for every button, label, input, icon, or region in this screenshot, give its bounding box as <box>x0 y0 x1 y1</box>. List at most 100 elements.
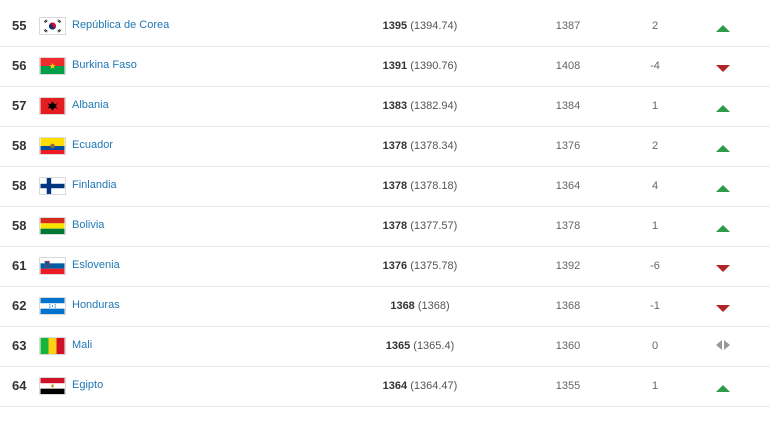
points-cell: 1383 (1382.94) <box>360 87 480 126</box>
previous-points-cell: 1368 <box>555 300 581 312</box>
rank-cell: 56 <box>12 58 27 73</box>
trend-up-icon <box>710 367 736 406</box>
team-link[interactable]: Mali <box>72 339 93 351</box>
movement-cell: -6 <box>650 260 660 272</box>
honduras-flag-icon <box>39 297 66 315</box>
team-link[interactable]: Honduras <box>72 299 120 311</box>
mali-flag-icon <box>39 337 66 355</box>
trend-up-icon <box>710 127 736 166</box>
movement-cell: 1 <box>651 100 659 112</box>
movement-cell: 4 <box>651 180 659 192</box>
points-exact: (1378.18) <box>410 180 458 192</box>
points-exact: (1378.34) <box>410 140 458 152</box>
trend-up-icon <box>710 87 736 126</box>
movement-cell: 1 <box>651 220 659 232</box>
rank-cell: 58 <box>12 138 27 153</box>
movement-cell: 2 <box>651 140 659 152</box>
egypt-flag-icon <box>39 377 66 395</box>
trend-down-icon <box>710 47 736 86</box>
table-row: 56 Burkina Faso 1391 (1390.76) 1408 -4 <box>0 47 770 87</box>
points-cell: 1364 (1364.47) <box>360 367 480 406</box>
points-cell: 1378 (1378.18) <box>360 167 480 206</box>
finland-flag-icon <box>39 177 66 195</box>
points-rounded: 1395 <box>382 20 408 32</box>
bolivia-flag-icon <box>39 217 66 235</box>
points-rounded: 1378 <box>382 220 408 232</box>
points-exact: (1390.76) <box>410 60 458 72</box>
points-rounded: 1391 <box>382 60 408 72</box>
points-rounded: 1383 <box>382 100 408 112</box>
points-rounded: 1365 <box>385 340 411 352</box>
previous-points-cell: 1408 <box>555 60 581 72</box>
points-exact: (1368) <box>417 300 450 312</box>
table-row: 64 Egipto 1364 (1364.47) 1355 1 <box>0 367 770 407</box>
points-exact: (1394.74) <box>410 20 458 32</box>
team-link[interactable]: Burkina Faso <box>72 59 137 71</box>
team-link[interactable]: Bolivia <box>72 219 105 231</box>
team-link[interactable]: Egipto <box>72 379 104 391</box>
trend-up-icon <box>710 167 736 206</box>
points-exact: (1377.57) <box>410 220 458 232</box>
points-exact: (1365.4) <box>413 340 455 352</box>
points-rounded: 1376 <box>382 260 408 272</box>
points-rounded: 1364 <box>382 380 408 392</box>
team-link[interactable]: Ecuador <box>72 139 113 151</box>
table-row: 58 Ecuador 1378 (1378.34) 1376 2 <box>0 127 770 167</box>
rank-cell: 63 <box>12 338 27 353</box>
previous-points-cell: 1360 <box>555 340 581 352</box>
points-cell: 1378 (1377.57) <box>360 207 480 246</box>
points-cell: 1391 (1390.76) <box>360 47 480 86</box>
trend-up-icon <box>710 7 736 46</box>
rank-cell: 58 <box>12 178 27 193</box>
table-row: 58 Bolivia 1378 (1377.57) 1378 1 <box>0 207 770 247</box>
burkina-faso-flag-icon <box>39 57 66 75</box>
points-cell: 1376 (1375.78) <box>360 247 480 286</box>
korea-flag-icon <box>39 17 66 35</box>
movement-cell: -1 <box>650 300 660 312</box>
rank-cell: 57 <box>12 98 27 113</box>
team-link[interactable]: Finlandia <box>72 179 117 191</box>
table-row: 58 Finlandia 1378 (1378.18) 1364 4 <box>0 167 770 207</box>
slovenia-flag-icon <box>39 257 66 275</box>
table-row: 62 Honduras 1368 (1368) 1368 -1 <box>0 287 770 327</box>
albania-flag-icon <box>39 97 66 115</box>
ecuador-flag-icon <box>39 137 66 155</box>
movement-cell: 0 <box>651 340 659 352</box>
movement-cell: 2 <box>651 20 659 32</box>
table-row: 63 Mali 1365 (1365.4) 1360 0 <box>0 327 770 367</box>
previous-points-cell: 1392 <box>555 260 581 272</box>
rank-cell: 62 <box>12 298 27 313</box>
previous-points-cell: 1364 <box>555 180 581 192</box>
movement-cell: -4 <box>650 60 660 72</box>
rank-cell: 64 <box>12 378 27 393</box>
table-row: 57 Albania 1383 (1382.94) 1384 1 <box>0 87 770 127</box>
points-cell: 1365 (1365.4) <box>360 327 480 366</box>
ranking-table: 55 República de Corea 1395 (1394.74) 138… <box>0 7 770 407</box>
rank-cell: 61 <box>12 258 27 273</box>
points-rounded: 1378 <box>382 140 408 152</box>
points-rounded: 1378 <box>382 180 408 192</box>
trend-down-icon <box>710 247 736 286</box>
points-rounded: 1368 <box>390 300 415 312</box>
rank-cell: 55 <box>12 18 27 33</box>
points-cell: 1378 (1378.34) <box>360 127 480 166</box>
previous-points-cell: 1355 <box>555 380 581 392</box>
points-cell: 1368 (1368) <box>360 287 480 326</box>
points-exact: (1364.47) <box>410 380 458 392</box>
team-link[interactable]: Eslovenia <box>72 259 120 271</box>
trend-same-icon <box>710 327 736 366</box>
team-link[interactable]: Albania <box>72 99 109 111</box>
trend-up-icon <box>710 207 736 246</box>
movement-cell: 1 <box>651 380 659 392</box>
points-exact: (1375.78) <box>410 260 458 272</box>
rank-cell: 58 <box>12 218 27 233</box>
team-link[interactable]: República de Corea <box>72 19 170 31</box>
table-row: 61 Eslovenia 1376 (1375.78) 1392 -6 <box>0 247 770 287</box>
previous-points-cell: 1378 <box>555 220 581 232</box>
previous-points-cell: 1376 <box>555 140 581 152</box>
points-cell: 1395 (1394.74) <box>360 7 480 46</box>
trend-down-icon <box>710 287 736 326</box>
previous-points-cell: 1387 <box>555 20 581 32</box>
points-exact: (1382.94) <box>410 100 458 112</box>
table-row: 55 República de Corea 1395 (1394.74) 138… <box>0 7 770 47</box>
